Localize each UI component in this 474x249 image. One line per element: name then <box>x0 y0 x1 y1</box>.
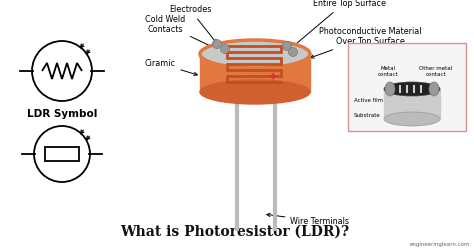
Ellipse shape <box>384 82 440 96</box>
Text: ✦: ✦ <box>268 71 278 84</box>
Ellipse shape <box>429 82 439 96</box>
Bar <box>384 89 440 119</box>
Text: Metal
contact: Metal contact <box>378 66 398 77</box>
Ellipse shape <box>200 80 310 104</box>
Text: Substrate: Substrate <box>354 113 381 118</box>
Text: What is Photoresistor (LDR)?: What is Photoresistor (LDR)? <box>120 225 349 239</box>
Text: Cold Weld
Contacts: Cold Weld Contacts <box>145 15 219 50</box>
Circle shape <box>212 40 221 49</box>
Text: LDR Symbol: LDR Symbol <box>27 109 97 119</box>
Text: Clear Coating Over
Entire Top Surface: Clear Coating Over Entire Top Surface <box>293 0 388 47</box>
Circle shape <box>220 45 229 54</box>
Ellipse shape <box>385 82 395 96</box>
Ellipse shape <box>200 40 310 68</box>
Text: Electrodes: Electrodes <box>169 5 217 43</box>
Bar <box>200 54 310 92</box>
Circle shape <box>283 42 292 51</box>
Circle shape <box>34 126 90 182</box>
Text: Active film: Active film <box>354 98 383 103</box>
Ellipse shape <box>384 112 440 126</box>
Text: Wire Terminals: Wire Terminals <box>267 213 349 226</box>
Text: Other metal
contact: Other metal contact <box>419 66 453 77</box>
FancyBboxPatch shape <box>348 43 466 131</box>
Text: engineeringlearn.com: engineeringlearn.com <box>410 242 470 247</box>
Bar <box>45 147 79 161</box>
Circle shape <box>32 41 92 101</box>
Circle shape <box>289 48 298 57</box>
Text: Photoconductive Material
Over Top Surface: Photoconductive Material Over Top Surfac… <box>310 27 421 58</box>
Text: Ciramic: Ciramic <box>145 59 197 75</box>
